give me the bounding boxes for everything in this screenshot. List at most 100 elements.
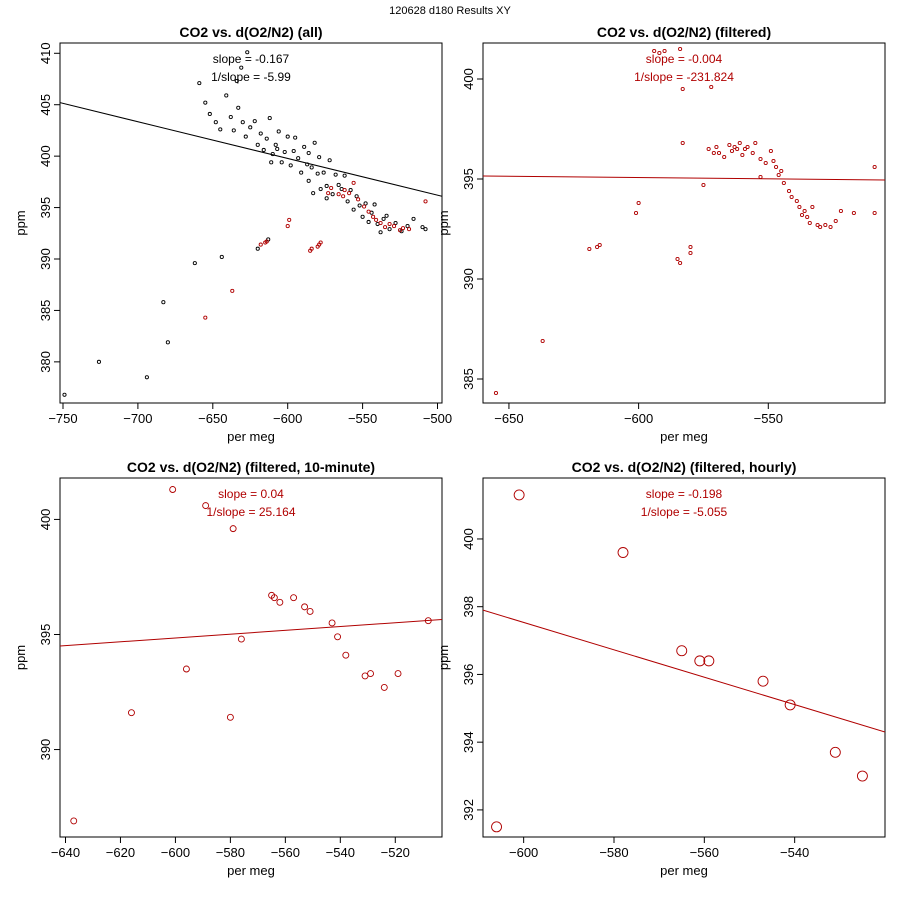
data-point (267, 116, 272, 121)
data-point (290, 594, 298, 602)
x-tick-label: −540 (780, 845, 809, 860)
data-point (255, 142, 260, 147)
x-tick-label: −600 (161, 845, 190, 860)
data-point (794, 198, 799, 204)
y-tick-label: 390 (38, 739, 53, 761)
y-tick-label: 394 (461, 731, 476, 753)
y-tick-label: 400 (461, 68, 476, 90)
data-point (491, 821, 503, 833)
data-point (341, 194, 346, 199)
x-tick-label: −560 (690, 845, 719, 860)
data-point (362, 204, 367, 209)
y-axis-label: ppm (13, 645, 28, 670)
y-axis-label: ppm (436, 645, 451, 670)
y-tick-label: 410 (38, 42, 53, 64)
data-point (694, 655, 706, 667)
data-point (348, 188, 353, 193)
data-point (203, 315, 208, 320)
data-point (633, 210, 639, 216)
plot-area (483, 46, 885, 396)
y-tick-label: 395 (38, 624, 53, 646)
y-tick-label: 396 (461, 664, 476, 686)
inverse-slope-annotation: 1/slope = -5.055 (641, 505, 728, 519)
data-point (203, 100, 208, 105)
data-point (513, 489, 525, 501)
x-tick-label: −520 (381, 845, 410, 860)
x-tick-label: −580 (216, 845, 245, 860)
panel-all: CO2 vs. d(O2/N2) (all) −750 −700 −650 −600 −5… (13, 24, 452, 444)
data-point (652, 48, 657, 54)
data-point (799, 212, 805, 218)
data-point (680, 140, 685, 146)
data-point (345, 199, 350, 204)
y-tick-label: 390 (38, 248, 53, 270)
data-point (243, 134, 248, 139)
data-point (270, 152, 275, 157)
data-point (383, 225, 388, 230)
data-point (851, 210, 856, 216)
data-point (423, 227, 428, 232)
data-point (347, 191, 352, 196)
data-point (252, 119, 257, 124)
slope-annotation: slope = 0.04 (218, 487, 284, 501)
data-point (856, 770, 868, 782)
data-point (236, 105, 241, 110)
data-point (758, 156, 763, 162)
data-point (833, 218, 838, 224)
data-point (380, 683, 388, 691)
series-filtered (203, 180, 428, 320)
data-point (374, 217, 379, 222)
data-point (96, 359, 101, 364)
x-tick-label: −620 (106, 845, 135, 860)
data-point (393, 220, 398, 226)
data-point (324, 183, 329, 189)
data-point (372, 202, 377, 207)
data-point (275, 146, 280, 151)
data-point (317, 155, 322, 160)
data-point (420, 225, 425, 230)
data-point (269, 160, 274, 165)
data-point (807, 220, 812, 226)
data-point (740, 152, 745, 158)
data-point (818, 224, 823, 230)
data-point (309, 165, 314, 170)
data-point (714, 144, 719, 150)
data-point (305, 162, 310, 167)
data-point (226, 713, 234, 721)
data-point (306, 178, 311, 183)
data-point (378, 220, 383, 226)
data-point (805, 214, 810, 220)
data-point (732, 144, 737, 150)
series-10-minute (70, 486, 432, 825)
data-point (309, 246, 314, 251)
data-point (302, 144, 307, 149)
data-point (776, 172, 781, 178)
data-point (768, 148, 773, 154)
data-point (872, 210, 877, 216)
panel-filtered: CO2 vs. d(O2/N2) (filtered) −650 −600 −550 3… (436, 24, 886, 444)
data-point (737, 140, 742, 146)
data-point (366, 219, 371, 225)
data-point (318, 187, 323, 192)
data-point (406, 227, 412, 232)
inverse-slope-annotation: 1/slope = 25.164 (206, 505, 295, 519)
y-tick-label: 398 (461, 596, 476, 618)
data-point (424, 617, 432, 625)
data-point (387, 221, 392, 227)
data-point (381, 216, 386, 221)
data-point (662, 48, 667, 54)
y-tick-label: 400 (38, 145, 53, 167)
data-point (273, 142, 278, 147)
data-point (716, 150, 722, 156)
data-point (810, 204, 815, 210)
data-point (169, 486, 177, 493)
inverse-slope-annotation: 1/slope = -5.99 (211, 70, 291, 84)
slope-annotation: slope = -0.198 (646, 487, 723, 501)
data-point (786, 188, 792, 194)
data-point (291, 148, 296, 154)
data-point (326, 191, 331, 196)
data-point (192, 261, 197, 266)
data-point (815, 222, 820, 228)
data-point (276, 129, 281, 134)
data-point (202, 502, 210, 510)
